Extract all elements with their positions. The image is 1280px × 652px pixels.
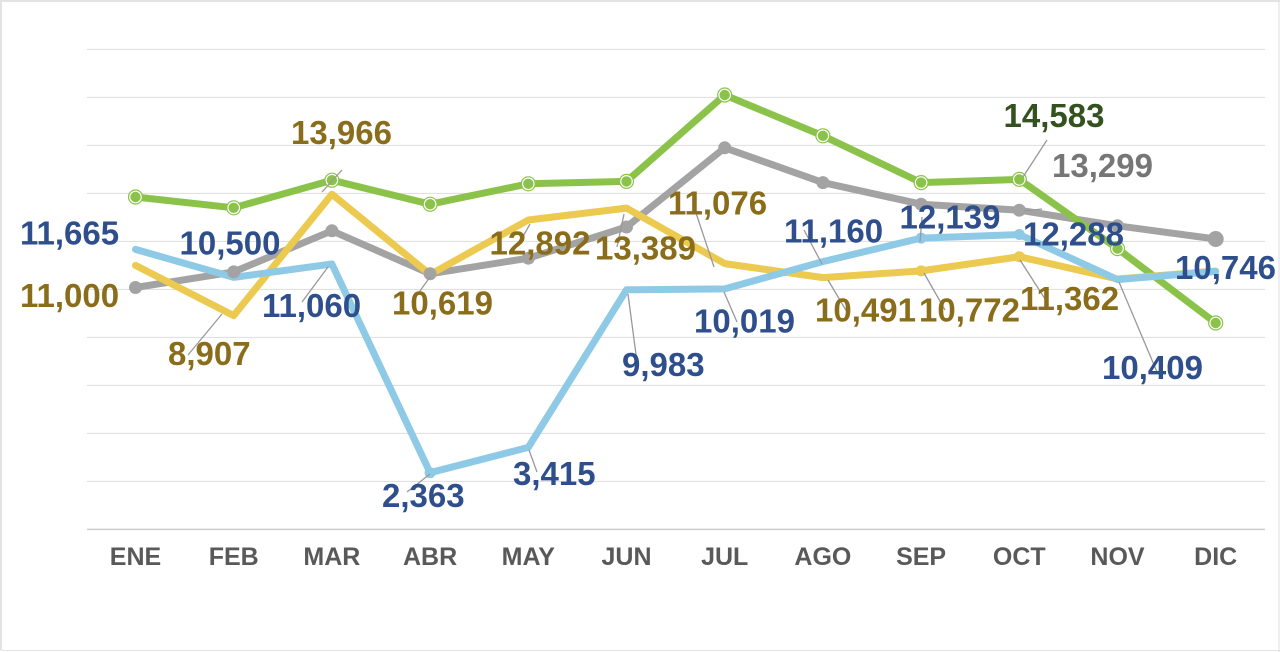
svg-text:MAR: MAR (303, 543, 360, 571)
svg-text:9,983: 9,983 (622, 346, 705, 383)
svg-text:10,500: 10,500 (180, 225, 281, 262)
svg-text:13,389: 13,389 (595, 230, 696, 267)
svg-text:11,160: 11,160 (784, 213, 883, 250)
svg-text:OCT: OCT (993, 543, 1046, 571)
svg-text:8,907: 8,907 (168, 335, 251, 372)
svg-text:3,415: 3,415 (513, 455, 596, 492)
svg-text:NOV: NOV (1090, 543, 1145, 571)
svg-text:10,772: 10,772 (919, 291, 1020, 328)
svg-text:JUN: JUN (601, 543, 651, 571)
svg-text:12,892: 12,892 (490, 225, 591, 262)
svg-text:10,409: 10,409 (1102, 349, 1203, 386)
svg-text:DIC: DIC (1194, 543, 1237, 571)
svg-text:10,746: 10,746 (1175, 249, 1276, 286)
svg-text:14,583: 14,583 (1004, 97, 1105, 134)
svg-text:11,076: 11,076 (668, 185, 767, 222)
svg-text:13,299: 13,299 (1052, 147, 1153, 184)
svg-text:12,288: 12,288 (1023, 215, 1124, 252)
svg-text:2,363: 2,363 (382, 477, 465, 514)
svg-text:12,139: 12,139 (900, 199, 1001, 236)
svg-text:11,665: 11,665 (20, 215, 119, 252)
svg-text:11,362: 11,362 (1020, 280, 1119, 317)
svg-text:FEB: FEB (209, 543, 259, 571)
svg-text:10,619: 10,619 (392, 285, 493, 322)
svg-text:SEP: SEP (896, 543, 946, 571)
svg-text:MAY: MAY (502, 543, 556, 571)
svg-text:10,019: 10,019 (694, 303, 795, 340)
svg-text:10,491: 10,491 (815, 291, 916, 328)
svg-text:ABR: ABR (403, 543, 457, 571)
svg-text:ENE: ENE (110, 543, 161, 571)
svg-text:13,966: 13,966 (291, 114, 392, 151)
svg-text:JUL: JUL (701, 543, 748, 571)
svg-text:AGO: AGO (794, 543, 851, 571)
svg-text:11,060: 11,060 (262, 287, 361, 324)
svg-text:11,000: 11,000 (20, 277, 119, 314)
